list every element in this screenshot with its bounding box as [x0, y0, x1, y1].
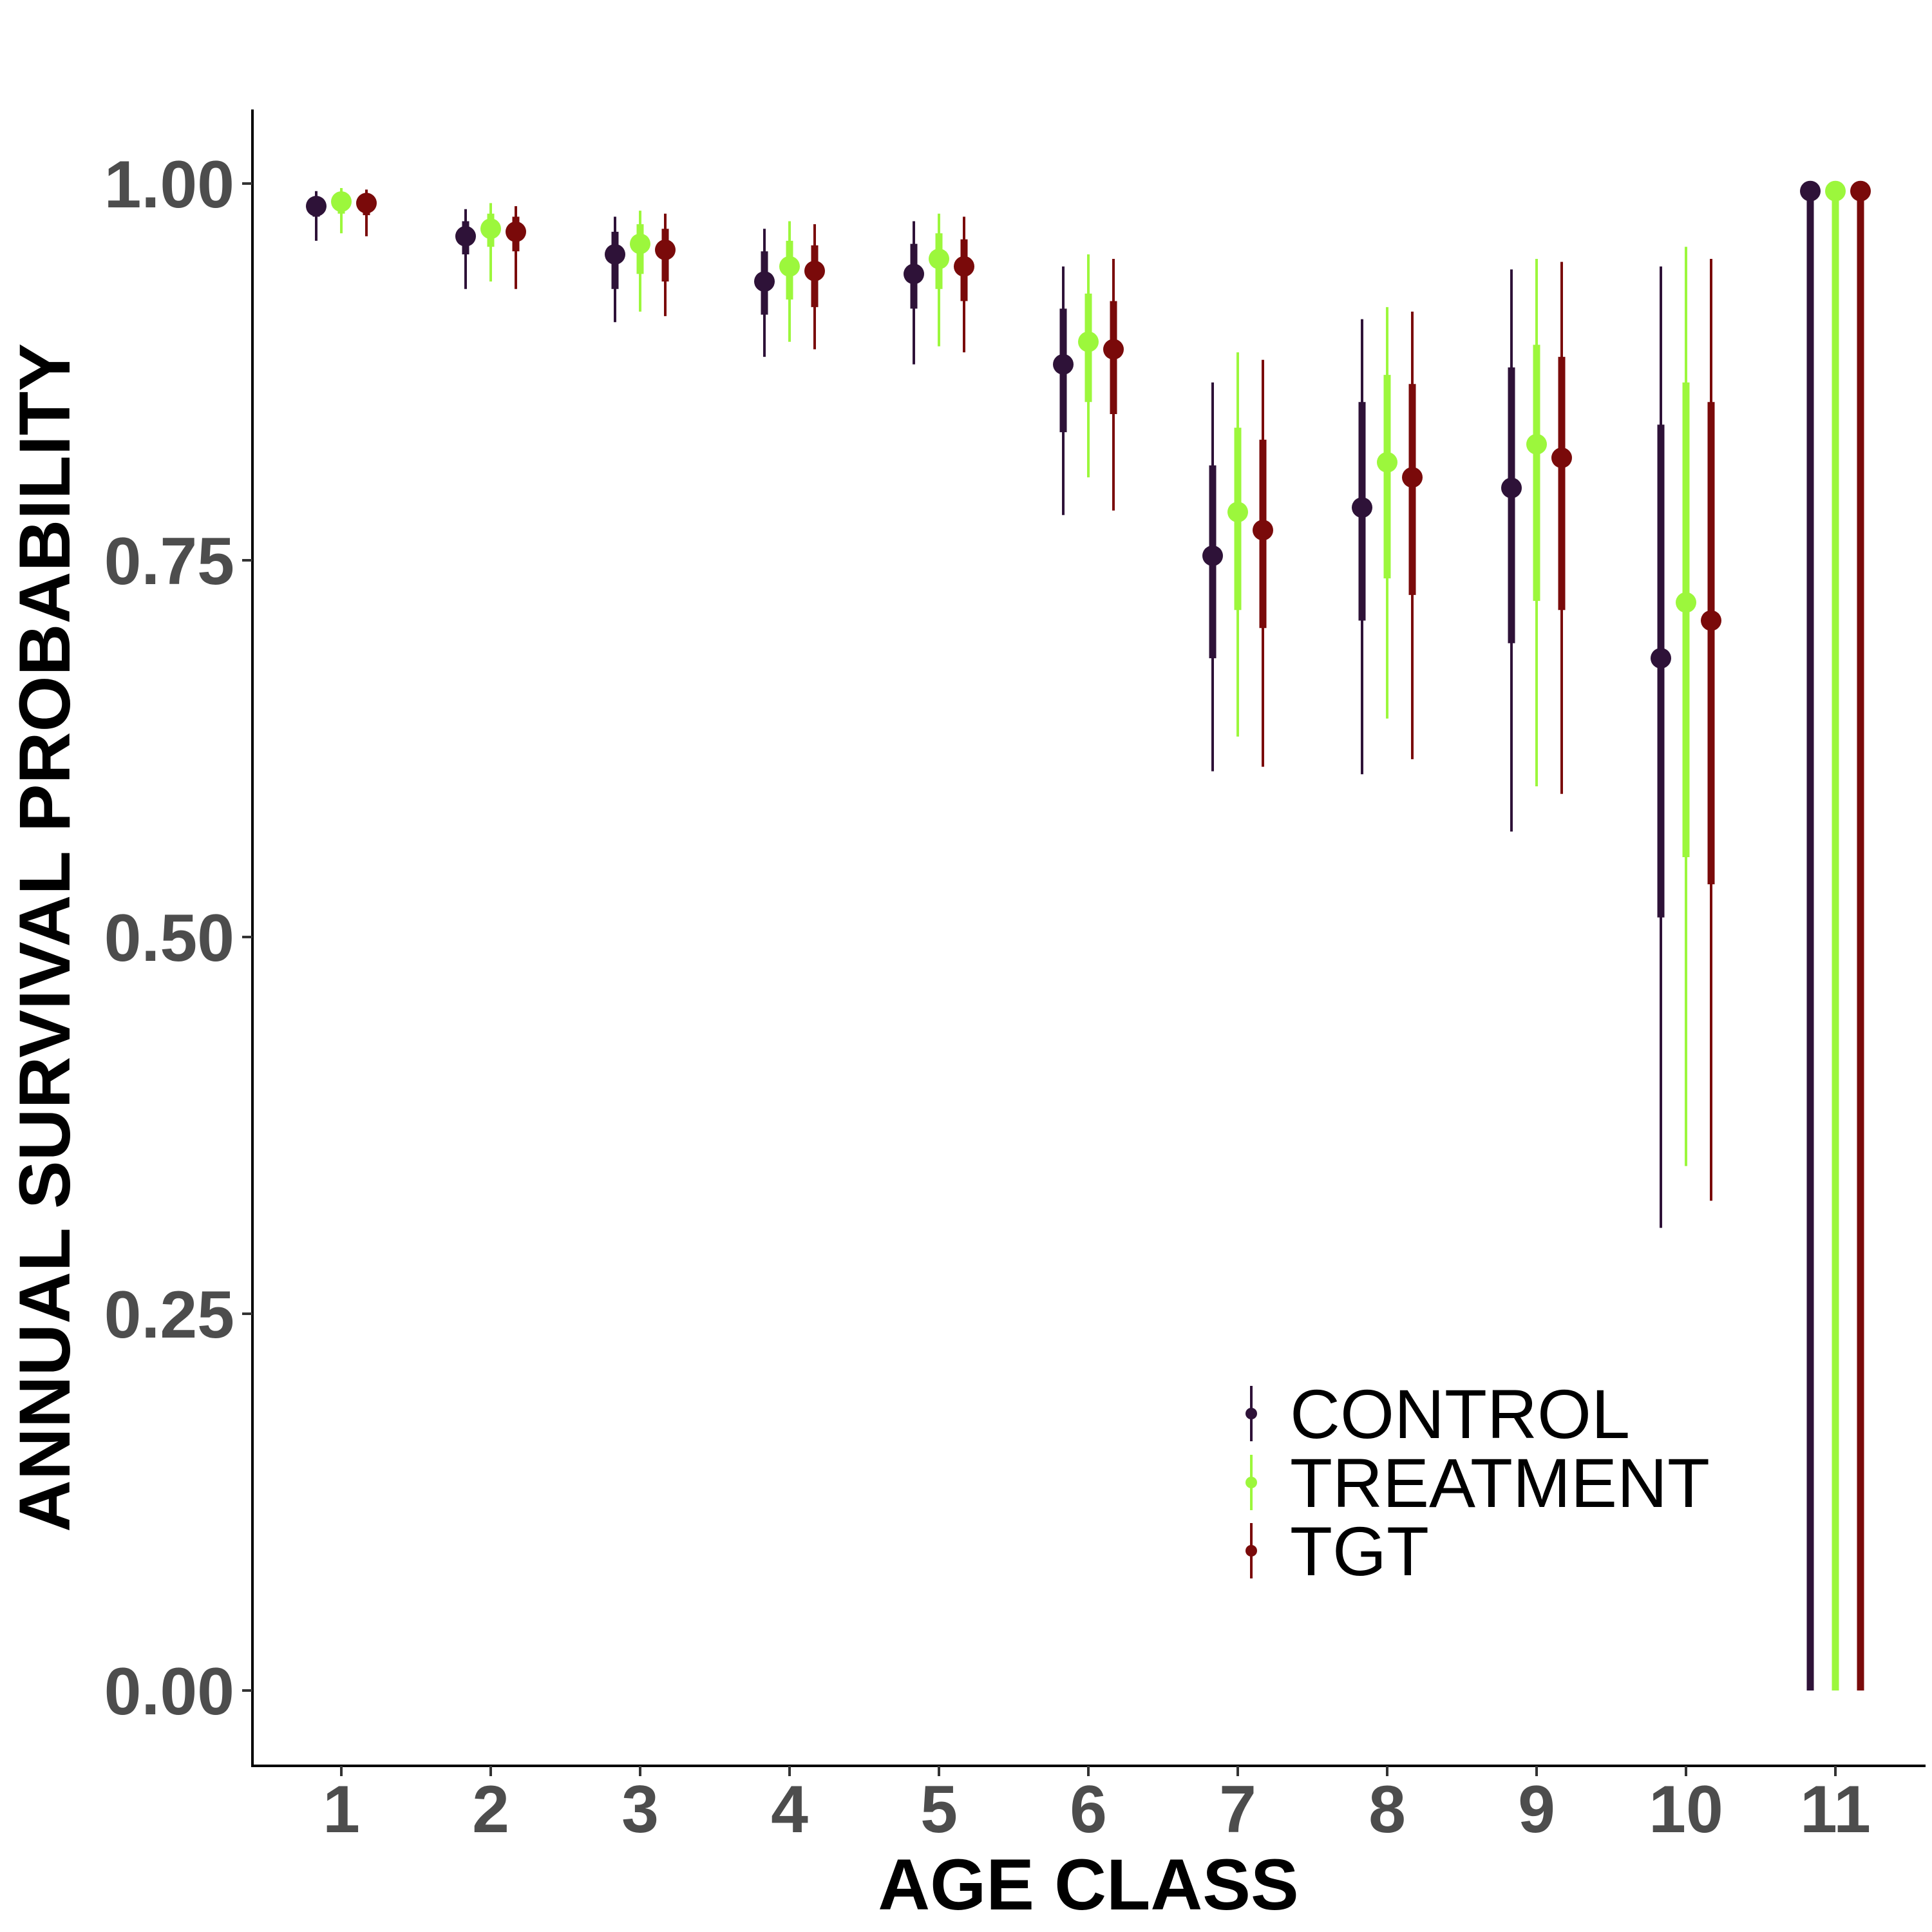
- point-estimate: [356, 193, 377, 214]
- point-estimate: [929, 249, 949, 269]
- point-estimate: [954, 256, 974, 277]
- point-estimate: [1377, 451, 1397, 473]
- y-ticks: 0.00 0.25 0.50 0.75 1.00: [104, 147, 252, 1729]
- point-estimate: [1825, 180, 1846, 202]
- legend-key-point: [1245, 1477, 1257, 1488]
- x-ticks: 1 2 3 4 5 6 7 8 9 10 11: [323, 1766, 1871, 1847]
- y-tick-label: 0.75: [104, 524, 234, 599]
- legend-label: CONTROL: [1290, 1375, 1630, 1453]
- x-axis-title: AGE CLASS: [878, 1844, 1298, 1925]
- x-tick-label: 11: [1800, 1772, 1871, 1847]
- point-estimate: [506, 221, 526, 242]
- point-estimate: [1501, 477, 1522, 498]
- point-estimate: [1402, 467, 1423, 488]
- point-estimate: [1526, 433, 1547, 455]
- point-estimate: [904, 263, 924, 285]
- y-axis-title: ANNUAL SURVIVAL PROBABILITY: [5, 343, 85, 1532]
- x-tick-label: 10: [1649, 1772, 1723, 1847]
- point-estimate: [1103, 339, 1124, 360]
- point-estimate: [1202, 545, 1223, 566]
- point-estimate: [754, 271, 775, 292]
- point-estimate: [1551, 447, 1572, 468]
- point-estimate: [455, 225, 476, 247]
- x-tick-label: 9: [1518, 1772, 1555, 1847]
- point-estimate: [480, 218, 501, 240]
- point-estimate: [804, 260, 825, 281]
- legend-label: TGT: [1290, 1512, 1429, 1590]
- y-tick-label: 1.00: [104, 147, 234, 222]
- point-estimate: [655, 239, 676, 260]
- point-estimate: [1651, 648, 1671, 669]
- x-tick-label: 7: [1219, 1772, 1256, 1847]
- point-estimate: [1850, 180, 1871, 202]
- x-tick-label: 3: [621, 1772, 659, 1847]
- point-estimate: [331, 191, 352, 213]
- point-estimate: [1701, 610, 1721, 631]
- y-tick-label: 0.00: [104, 1654, 234, 1729]
- legend-label: TREATMENT: [1290, 1444, 1710, 1522]
- point-estimate: [1352, 497, 1372, 518]
- point-estimate: [1053, 354, 1074, 375]
- legend-key-point: [1245, 1408, 1257, 1419]
- series-tgt: [356, 180, 1871, 1690]
- x-tick-label: 8: [1368, 1772, 1406, 1847]
- data-marks: [306, 180, 1871, 1690]
- point-estimate: [605, 243, 625, 265]
- point-estimate: [1227, 502, 1248, 523]
- y-tick-label: 0.25: [104, 1278, 234, 1352]
- point-estimate: [1253, 520, 1273, 541]
- x-tick-label: 5: [920, 1772, 958, 1847]
- x-tick-label: 2: [472, 1772, 509, 1847]
- point-estimate: [779, 256, 800, 277]
- legend-key-point: [1245, 1545, 1257, 1557]
- point-estimate: [1676, 592, 1696, 613]
- x-tick-label: 6: [1070, 1772, 1107, 1847]
- point-estimate: [630, 233, 650, 254]
- series-control: [306, 180, 1821, 1690]
- point-estimate: [306, 196, 327, 217]
- x-tick-label: 4: [771, 1772, 808, 1847]
- point-estimate: [1800, 180, 1821, 202]
- x-tick-label: 1: [323, 1772, 360, 1847]
- y-tick-label: 0.50: [104, 901, 234, 976]
- series-treatment: [331, 180, 1846, 1690]
- point-estimate: [1078, 331, 1099, 352]
